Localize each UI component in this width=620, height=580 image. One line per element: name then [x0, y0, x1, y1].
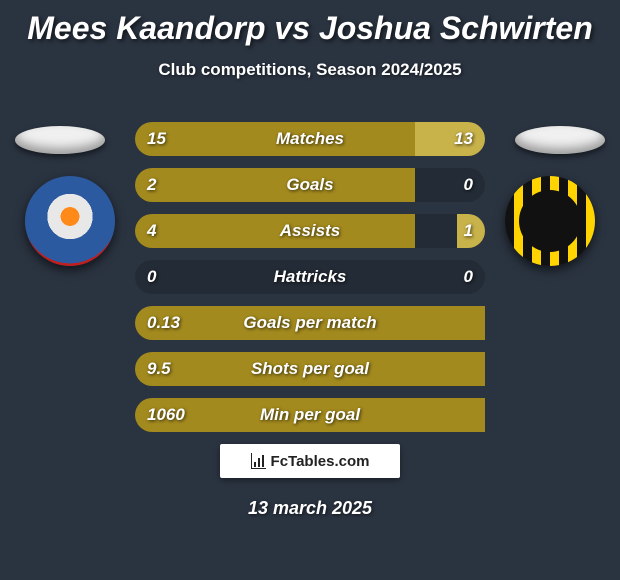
stat-label: Hattricks	[135, 260, 485, 294]
stat-value-right: 13	[454, 122, 473, 156]
stat-row: Goals per match0.13	[135, 306, 485, 340]
season-subtitle: Club competitions, Season 2024/2025	[0, 60, 620, 80]
stat-label: Goals per match	[135, 306, 485, 340]
stat-label: Shots per goal	[135, 352, 485, 386]
brand-text: FcTables.com	[271, 453, 370, 470]
stat-row: Min per goal1060	[135, 398, 485, 432]
stat-value-right: 0	[464, 260, 473, 294]
player2-flag	[515, 126, 605, 154]
stat-row: Assists4 1	[135, 214, 485, 248]
stat-row: Hattricks0 0	[135, 260, 485, 294]
stat-value-left: 4	[147, 214, 156, 248]
stat-value-left: 15	[147, 122, 166, 156]
stat-label: Assists	[135, 214, 485, 248]
stat-value-left: 9.5	[147, 352, 171, 386]
stat-row: Shots per goal9.5	[135, 352, 485, 386]
bar-chart-icon	[251, 453, 267, 469]
page-title: Mees Kaandorp vs Joshua Schwirten	[0, 10, 620, 47]
stat-value-left: 1060	[147, 398, 185, 432]
stat-label: Matches	[135, 122, 485, 156]
player1-club-crest	[25, 176, 115, 266]
stat-value-right: 0	[464, 168, 473, 202]
comparison-bars: Matches1513Goals20Assists41Hattricks00Go…	[135, 122, 485, 444]
stat-label: Min per goal	[135, 398, 485, 432]
report-date: 13 march 2025	[0, 498, 620, 519]
stat-value-right: 1	[464, 214, 473, 248]
player1-flag	[15, 126, 105, 154]
brand-badge[interactable]: FcTables.com	[220, 444, 400, 478]
stat-value-left: 2	[147, 168, 156, 202]
stat-value-left: 0	[147, 260, 156, 294]
stat-row: Matches15 13	[135, 122, 485, 156]
stat-row: Goals2 0	[135, 168, 485, 202]
stat-label: Goals	[135, 168, 485, 202]
stat-value-left: 0.13	[147, 306, 180, 340]
player2-club-crest	[505, 176, 595, 266]
